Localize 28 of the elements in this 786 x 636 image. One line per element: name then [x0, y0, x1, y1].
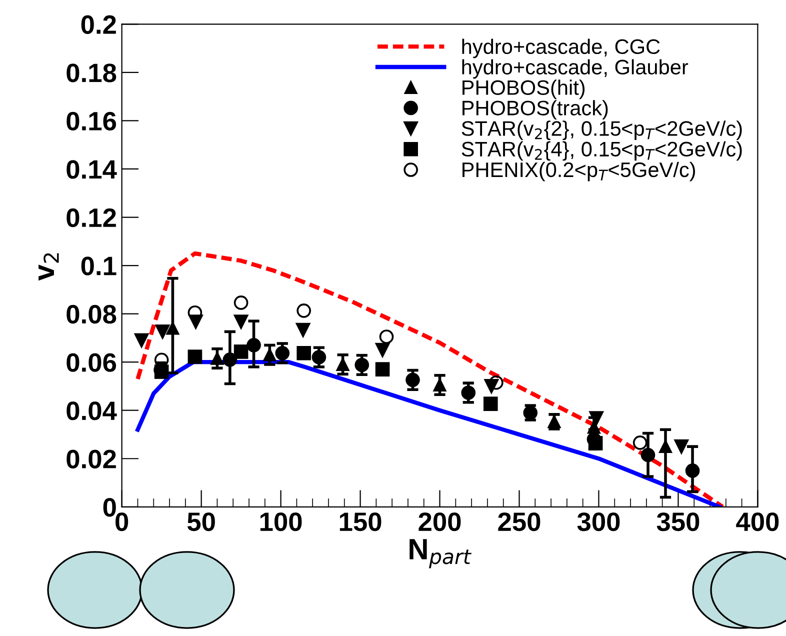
y-tick-label: 0.08 [66, 304, 116, 324]
x-tick-label: 250 [498, 512, 540, 532]
y-tick-label: 0.18 [66, 64, 116, 82]
legend-label: hydro+cascade, CGC [462, 38, 660, 58]
y-tick-label: 0.16 [66, 112, 116, 131]
x-tick-label: 200 [418, 512, 461, 532]
legend-label: PHOBOS(hit) [462, 80, 585, 100]
legend-label: STAR(v$_{2}${4}, 0.15<p$_{T}$<2GeV/c) [462, 141, 742, 161]
legend-label: hydro+cascade, Glauber [462, 59, 688, 79]
x-axis-title: N$_{part}$ [410, 539, 472, 568]
y-tick-label: 0.14 [66, 160, 117, 179]
y-tick-label: 0 [103, 498, 116, 517]
y-tick-label: 0.2 [81, 15, 116, 34]
x-tick-label: 50 [187, 512, 215, 532]
x-tick-label: 100 [260, 512, 302, 532]
y-tick-label: 0.04 [66, 401, 117, 420]
legend-label: PHOBOS(track) [462, 100, 608, 120]
x-tick-label: 350 [656, 512, 700, 532]
y-axis-title: v$_{2}$ [38, 253, 59, 281]
legend-label: STAR(v$_{2}${2}, 0.15<p$_{T}$<2GeV/c) [462, 120, 742, 140]
x-tick-label: 150 [340, 512, 382, 532]
legend-label: PHENIX(0.2<p$_{T}$<5GeV/c) [462, 162, 696, 182]
y-tick-label: 0.06 [66, 353, 116, 372]
y-tick-label: 0.02 [66, 450, 116, 468]
y-tick-label: 0.12 [66, 208, 116, 228]
x-tick-label: 300 [577, 512, 620, 532]
y-tick-label: 0.1 [81, 256, 116, 276]
x-tick-label: 400 [736, 512, 779, 532]
